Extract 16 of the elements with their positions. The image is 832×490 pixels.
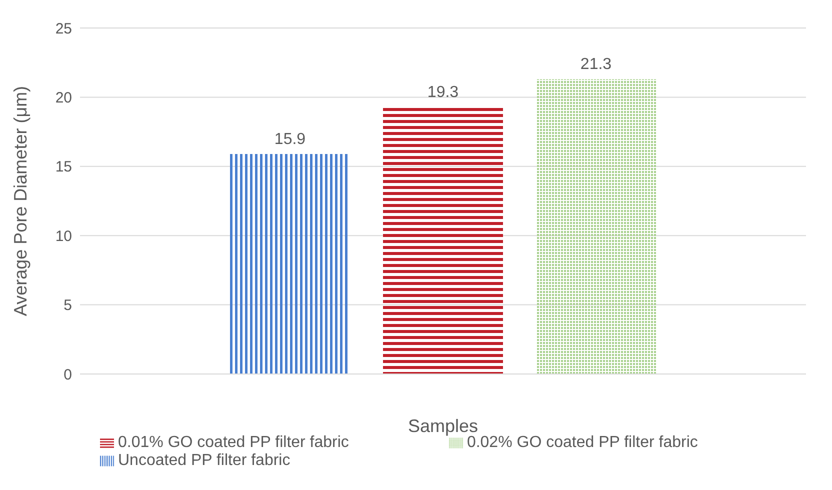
y-tick-label: 20 xyxy=(55,90,72,107)
data-label: 15.9 xyxy=(274,130,306,148)
y-tick-label: 0 xyxy=(64,366,72,384)
y-tick-label: 10 xyxy=(55,228,72,245)
legend-label: Uncoated PP filter fabric xyxy=(118,452,290,469)
legend-label: 0.01% GO coated PP filter fabric xyxy=(118,434,349,451)
y-tick-label: 15 xyxy=(55,158,72,176)
y-tick-label: 25 xyxy=(55,20,72,38)
bar xyxy=(536,79,656,374)
bar xyxy=(383,106,503,374)
legend-label: 0.02% GO coated PP filter fabric xyxy=(466,434,698,451)
y-tick-label: 5 xyxy=(64,297,72,314)
x-axis-title: Samples xyxy=(408,416,478,436)
data-label: 19.3 xyxy=(427,84,459,101)
data-label: 21.3 xyxy=(580,56,612,74)
y-axis-title: Average Pore Diameter (μm) xyxy=(10,86,30,316)
